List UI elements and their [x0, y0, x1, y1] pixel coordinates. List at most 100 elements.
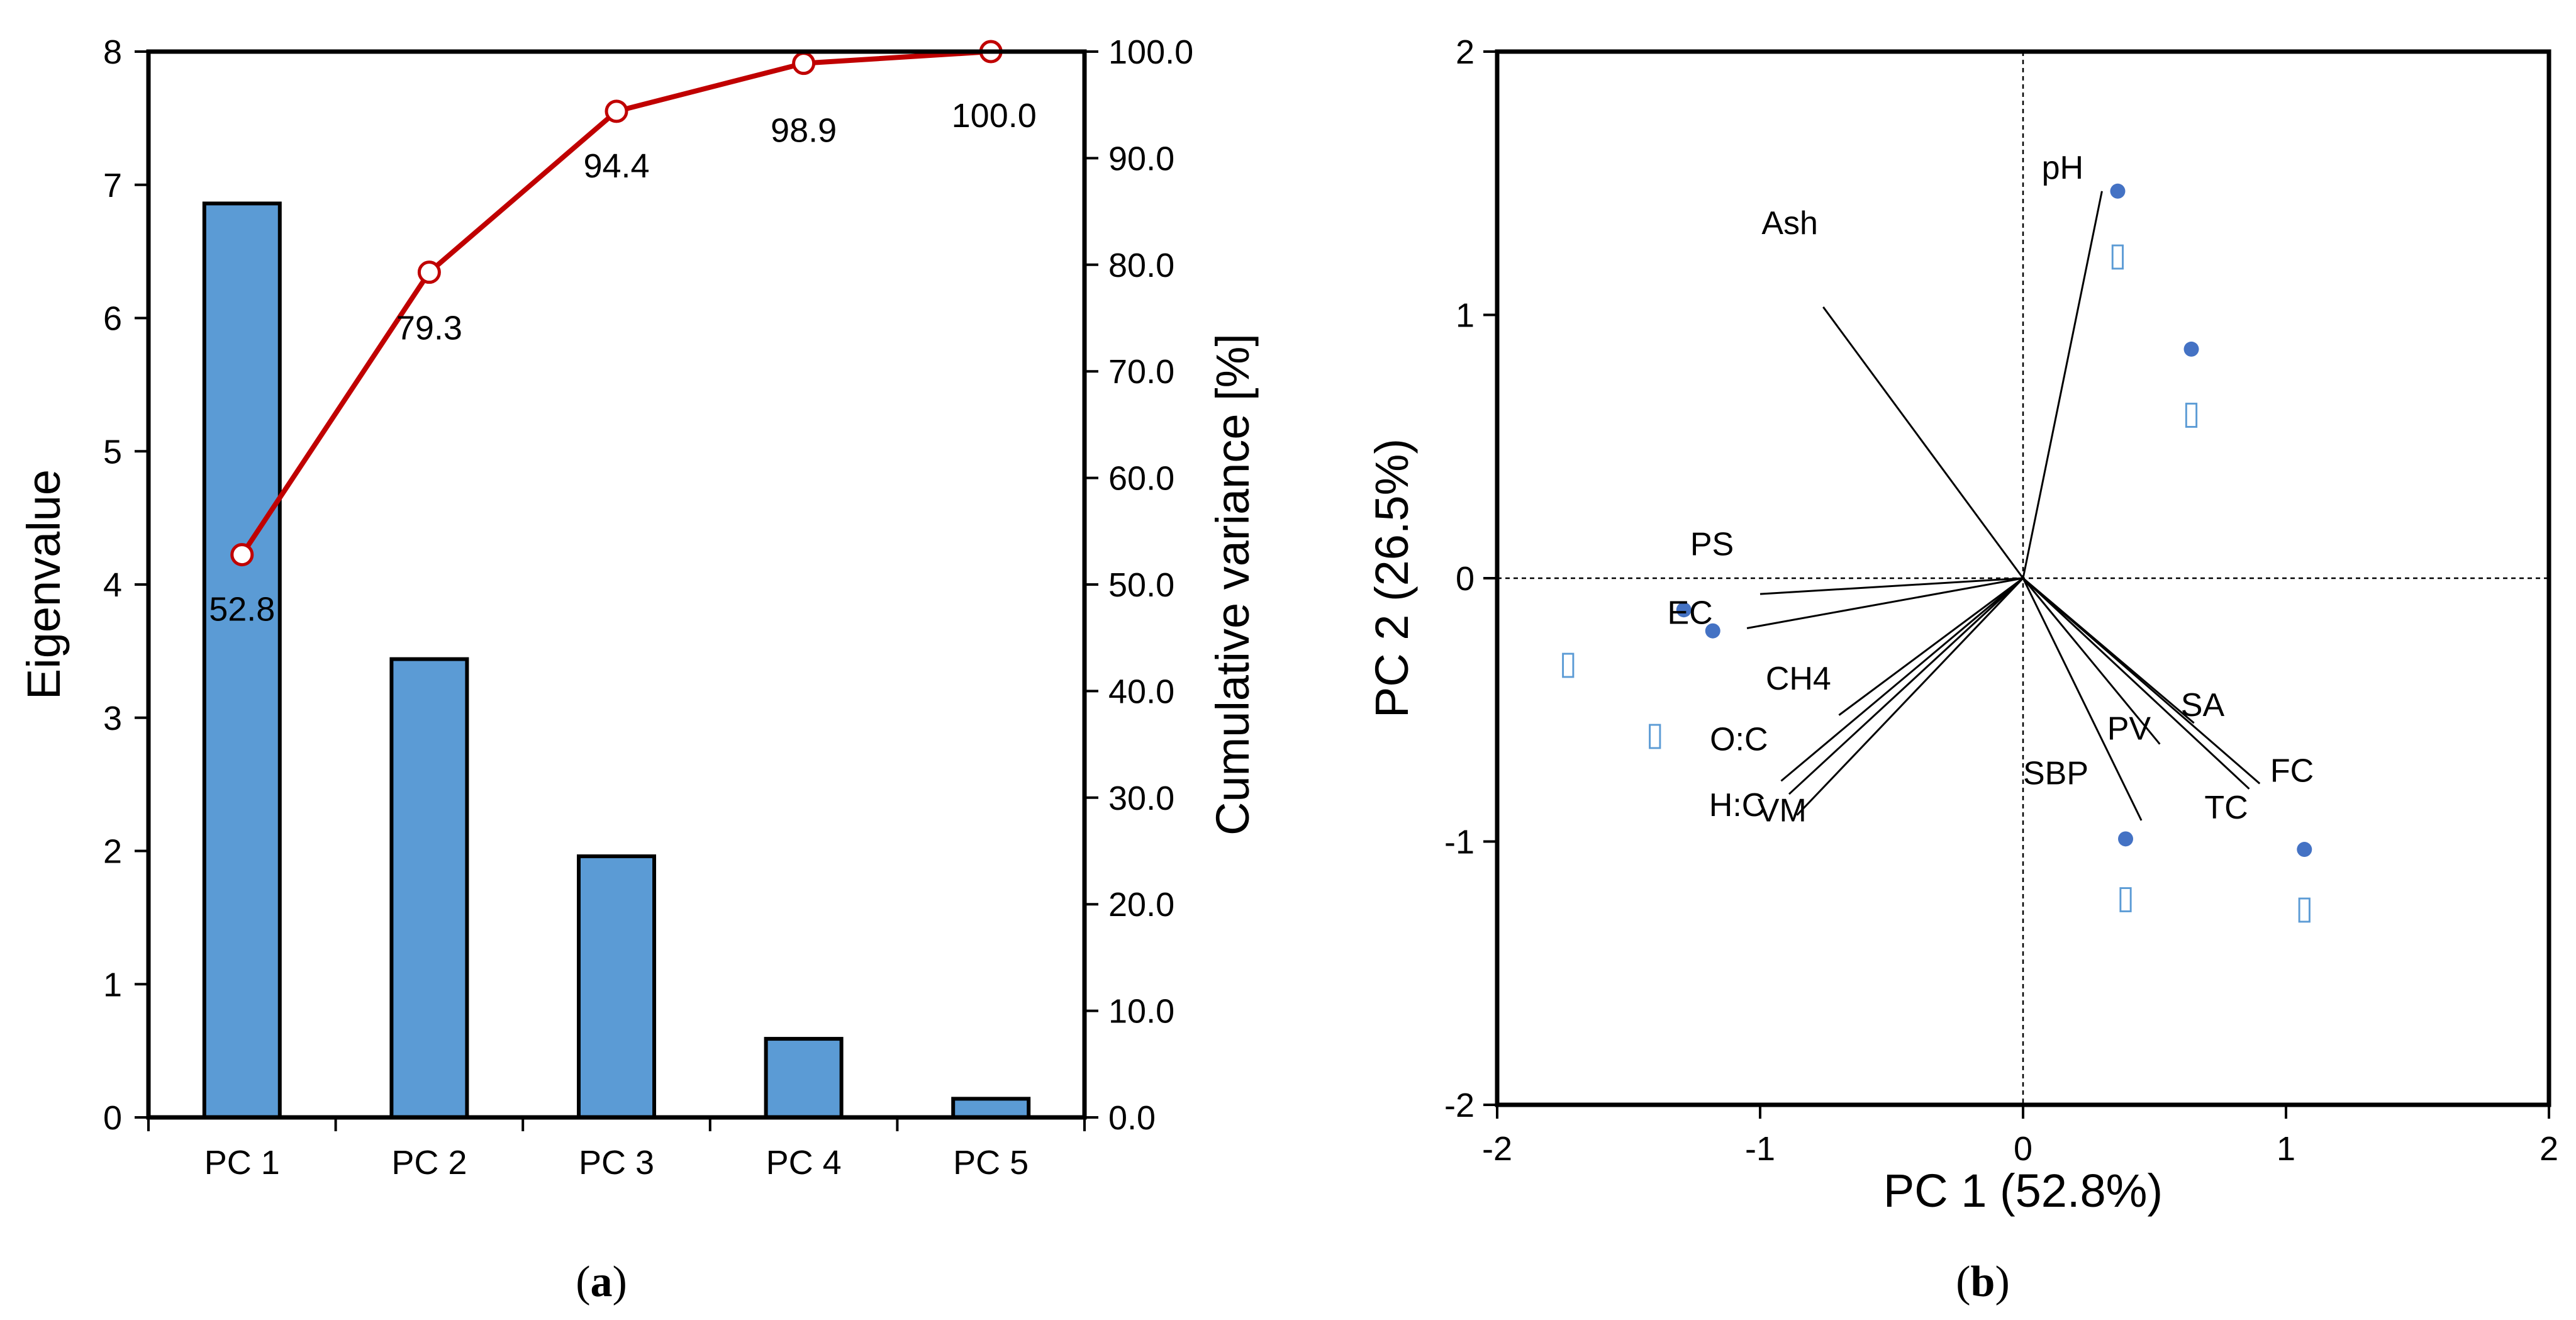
- x-tick-label: PC 4: [766, 1144, 842, 1182]
- x-tick-label: 2: [2540, 1130, 2558, 1168]
- loading-vector-fc: [2022, 577, 2261, 785]
- loading-label-ash: Ash: [1761, 205, 1818, 242]
- loading-vector-vm: [1796, 577, 2024, 816]
- y-tick-label: -1: [1444, 824, 1475, 861]
- panel-a-caption-open: (: [576, 1258, 590, 1306]
- y-tick-label: 2: [103, 833, 122, 871]
- panel-b-loading-vectors: [1746, 191, 2261, 821]
- loading-vector-ps: [1759, 577, 2024, 595]
- x-tick-label: -1: [1745, 1130, 1775, 1168]
- x-tick-label: 1: [2277, 1130, 2295, 1168]
- panel-a-axis-ticks: [135, 50, 1098, 1131]
- y-tick-label: 4: [103, 566, 122, 604]
- y2-tick-label: 70.0: [1108, 353, 1174, 391]
- loading-vector-o-c: [1780, 577, 2024, 782]
- cumulative-variance-label-2: 79.3: [396, 310, 462, 347]
- cumulative-variance-label-4: 98.9: [771, 112, 837, 150]
- y-tick-label: 2: [1456, 33, 1475, 71]
- eigenvalue-bar-4: [764, 1037, 844, 1120]
- loading-label-ch4: CH4: [1766, 661, 1831, 697]
- y-tick-label: 7: [103, 167, 122, 204]
- panel-b-caption-letter: b: [1971, 1258, 1995, 1306]
- y2-tick-label: 30.0: [1108, 780, 1174, 817]
- y-tick-label: 3: [103, 700, 122, 737]
- y2-tick-label: 90.0: [1108, 140, 1174, 177]
- y2-tick-label: 10.0: [1108, 993, 1174, 1031]
- panel-a-caption-close: ): [613, 1258, 627, 1306]
- eigenvalue-bar-5: [951, 1097, 1031, 1119]
- panel-a-scree-plot: 0123456780.010.020.030.040.050.060.070.0…: [18, 33, 1259, 1306]
- y-tick-label: 0: [103, 1099, 122, 1137]
- loading-vector-pv: [2022, 578, 2161, 745]
- loading-label-pv: PV: [2107, 711, 2151, 747]
- loading-vector-ash: [1822, 306, 2024, 579]
- cumulative-variance-marker-3: [605, 99, 628, 123]
- eigenvalue-bar-2: [389, 657, 469, 1119]
- score-point-2: [2183, 341, 2199, 357]
- score-label-6: ▯: [2295, 889, 2314, 927]
- panel-a-caption: (a): [576, 1258, 627, 1306]
- y2-tick-label: 40.0: [1108, 673, 1174, 710]
- loading-vector-ec: [1746, 577, 2024, 629]
- loading-vector-tc: [2022, 577, 2250, 790]
- loading-vector-ch4: [1838, 577, 2024, 716]
- loading-label-ph: pH: [2042, 150, 2083, 186]
- loading-label-fc: FC: [2270, 753, 2314, 790]
- score-point-5: [2118, 831, 2134, 847]
- cumulative-variance-label-5: 100.0: [952, 97, 1037, 135]
- score-point-1: [2110, 183, 2126, 199]
- loading-vector-sbp: [2022, 578, 2143, 821]
- y-tick-label: 6: [103, 300, 122, 338]
- score-point-6: [2297, 842, 2312, 858]
- y2-tick-label: 0.0: [1108, 1099, 1156, 1137]
- cumulative-variance-marker-1: [230, 543, 254, 567]
- cumulative-variance-marker-4: [792, 52, 816, 76]
- loading-label-ps: PS: [1690, 527, 1734, 563]
- panel-b-plot-frame: [1495, 49, 2551, 1107]
- panel-b-y-axis-title: PC 2 (26.5%): [1366, 439, 1418, 718]
- panel-b-biplot: ▯ ▯ ▯ ▯ ▯ ▯ -2 -1 0 1 2 -2 -1 0 1 2 pH Ash PS EC CH4 O:C H:CV…: [1366, 33, 2558, 1306]
- y-tick-label: 1: [103, 966, 122, 1004]
- panel-a-y2-axis-title: Cumulative variance [%]: [1207, 333, 1259, 836]
- score-label-5: ▯: [2117, 878, 2135, 916]
- panel-b-x-axis-title: PC 1 (52.8%): [1883, 1165, 2163, 1217]
- y-tick-label: 0: [1456, 560, 1475, 598]
- panel-a-plot-frame: [146, 49, 1087, 1120]
- x-tick-label: PC 2: [391, 1144, 467, 1182]
- y2-tick-label: 20.0: [1108, 886, 1174, 924]
- y-tick-label: 1: [1456, 297, 1475, 335]
- score-label-1: ▯: [2109, 236, 2127, 274]
- x-tick-label: PC 5: [953, 1144, 1029, 1182]
- x-tick-label: 0: [2014, 1130, 2032, 1168]
- y-tick-label: -2: [1444, 1087, 1475, 1124]
- panel-a-y-axis-title: Eigenvalue: [18, 469, 70, 700]
- cumulative-variance-label-1: 52.8: [209, 591, 275, 629]
- loading-label-o-c: O:C: [1710, 721, 1768, 758]
- y2-tick-label: 80.0: [1108, 247, 1174, 284]
- score-label-2: ▯: [2182, 394, 2200, 432]
- y2-tick-label: 100.0: [1108, 33, 1193, 71]
- x-tick-label: -2: [1482, 1130, 1512, 1168]
- panel-a-caption-letter: a: [591, 1258, 613, 1306]
- eigenvalue-bar-1: [202, 201, 282, 1119]
- y2-tick-label: 60.0: [1108, 460, 1174, 498]
- panel-b-caption-open: (: [1956, 1258, 1970, 1306]
- panel-b-tick-labels: -2 -1 0 1 2 -2 -1 0 1 2 pH Ash PS EC CH4 O:C H:CVM SA PV FC…: [1444, 33, 2558, 1168]
- cumulative-variance-marker-2: [417, 260, 441, 284]
- panel-a-tick-labels: 0123456780.010.020.030.040.050.060.070.0…: [103, 33, 1193, 1182]
- loading-vector-h-c: [1788, 577, 2024, 795]
- score-point-4: [1705, 623, 1720, 639]
- score-label-3: ▯: [1559, 644, 1578, 682]
- panel-b-caption: (b): [1956, 1258, 2010, 1306]
- eigenvalue-bar-3: [577, 854, 656, 1119]
- loading-vector-ph: [2022, 191, 2103, 579]
- cumulative-variance-label-3: 94.4: [583, 147, 649, 185]
- loading-label-sbp: SBP: [2023, 756, 2088, 792]
- loading-label-sa: SA: [2181, 687, 2225, 724]
- loading-label-ec: EC: [1668, 595, 1713, 631]
- score-point-3: [1676, 602, 1692, 618]
- loading-label-h-c: H:C: [1709, 787, 1766, 824]
- y2-tick-label: 50.0: [1108, 566, 1174, 604]
